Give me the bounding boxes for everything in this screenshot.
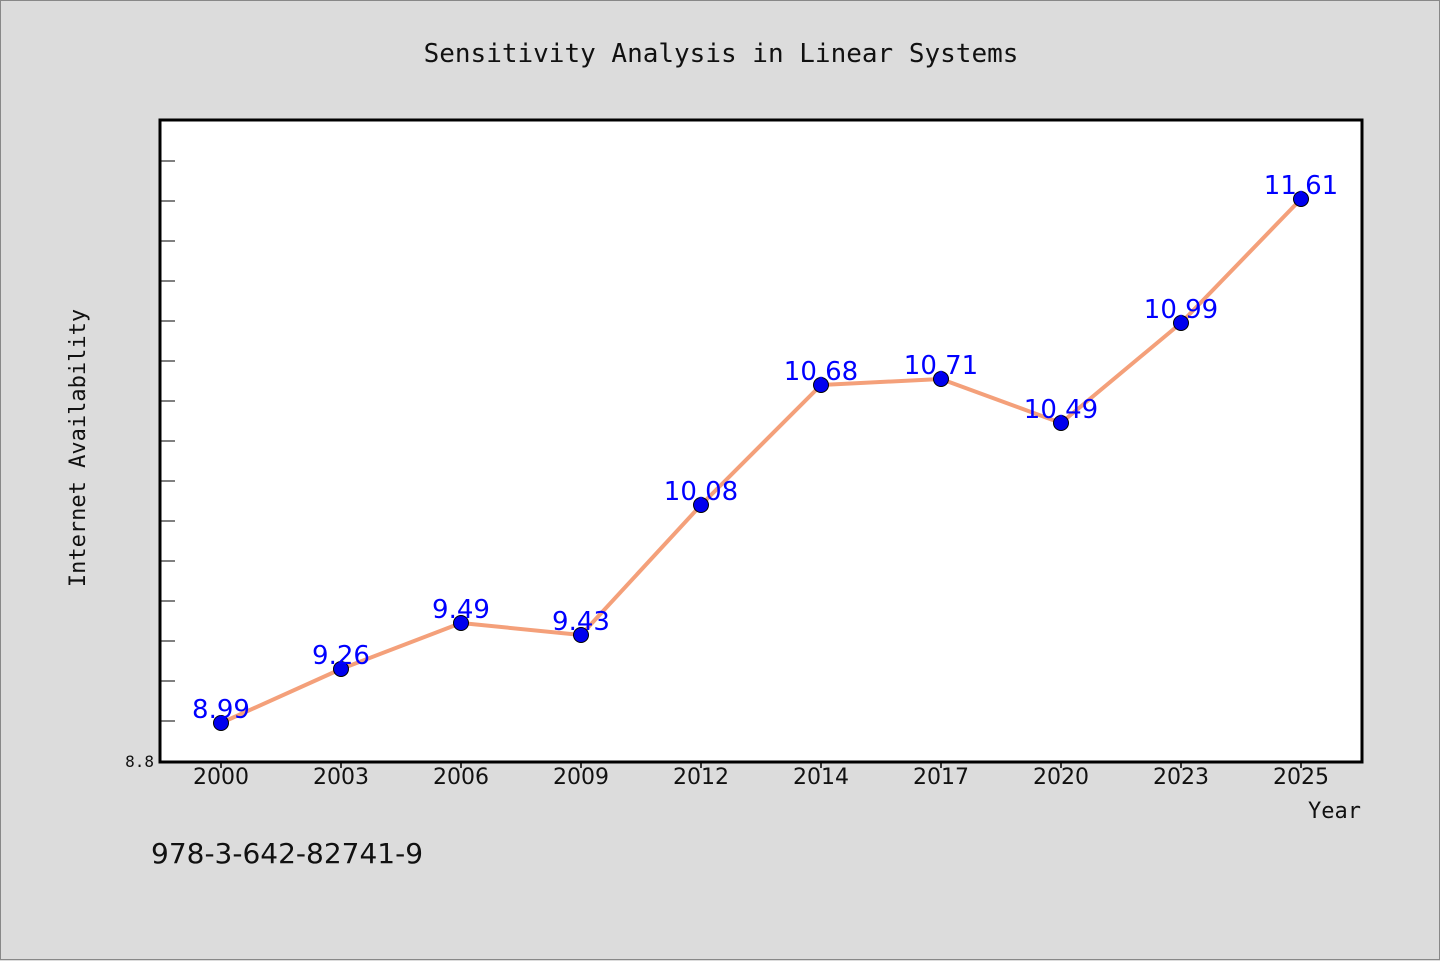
data-point bbox=[333, 661, 349, 677]
data-point bbox=[1053, 415, 1069, 431]
x-tick-label: 2006 bbox=[433, 765, 489, 790]
x-axis-ticks: 2000 2003 2006 2009 2012 2014 2017 2020 2023 2025 bbox=[193, 761, 1329, 790]
x-tick-label: 2009 bbox=[553, 765, 609, 790]
series-line bbox=[220, 197, 1303, 725]
data-point bbox=[213, 715, 229, 731]
x-tick-label: 2017 bbox=[913, 765, 969, 790]
data-label: 11.61 bbox=[1264, 171, 1338, 201]
data-label: 10.99 bbox=[1144, 295, 1218, 325]
x-tick-label: 2025 bbox=[1273, 765, 1329, 790]
data-label: 8.99 bbox=[192, 695, 250, 725]
data-label: 9.43 bbox=[552, 607, 610, 637]
x-tick-label: 2014 bbox=[793, 765, 849, 790]
y-axis-ticks bbox=[161, 120, 175, 762]
data-point bbox=[1173, 315, 1189, 331]
y-axis-label: Internet Availability bbox=[66, 309, 91, 587]
data-label: 10.49 bbox=[1024, 395, 1098, 425]
x-tick-label: 2012 bbox=[673, 765, 729, 790]
chart-title: Sensitivity Analysis in Linear Systems bbox=[424, 39, 1019, 69]
x-tick-label: 2003 bbox=[313, 765, 369, 790]
data-label: 9.26 bbox=[312, 641, 370, 671]
isbn-text: 978-3-642-82741-9 bbox=[151, 837, 423, 870]
x-tick-label: 2000 bbox=[193, 765, 249, 790]
y-tick-label: 8.8 bbox=[125, 752, 154, 771]
x-tick-label: 2020 bbox=[1033, 765, 1089, 790]
x-tick-label: 2023 bbox=[1153, 765, 1209, 790]
data-point bbox=[453, 615, 469, 631]
data-label: 9.49 bbox=[432, 595, 490, 625]
data-label: 10.71 bbox=[904, 351, 978, 381]
data-label: 10.08 bbox=[664, 477, 738, 507]
series-layer: 8.99 9.26 9.49 9.43 10.08 10.68 10.71 10.49 10.9… bbox=[192, 171, 1338, 731]
data-point bbox=[693, 497, 709, 513]
plot-area bbox=[158, 118, 1364, 764]
data-point bbox=[933, 371, 949, 387]
data-label: 10.68 bbox=[784, 357, 858, 387]
data-point bbox=[573, 627, 589, 643]
x-axis-label: Year bbox=[1308, 799, 1361, 824]
data-point bbox=[813, 377, 829, 393]
data-point bbox=[1293, 191, 1309, 207]
